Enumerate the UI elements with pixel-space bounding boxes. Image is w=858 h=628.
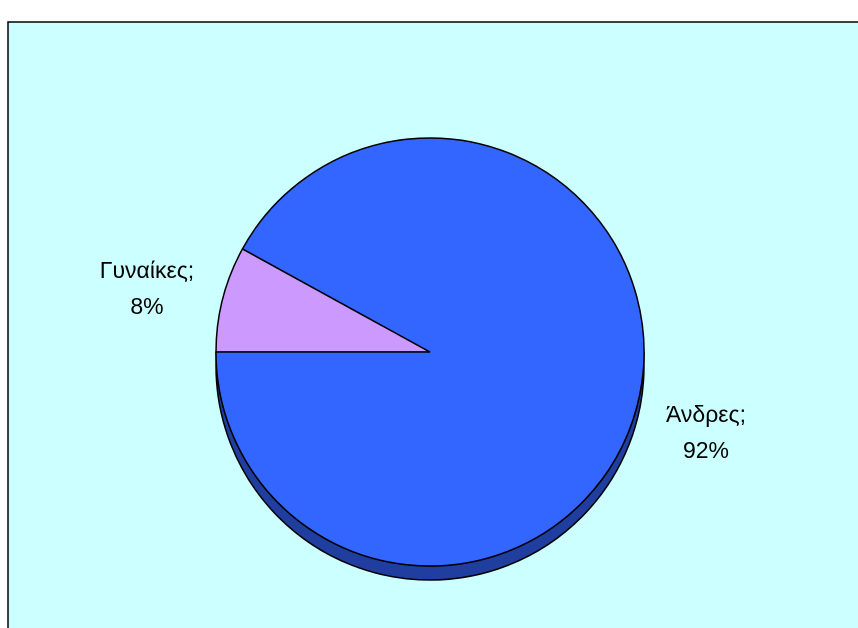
pie-slice-gynaikes (215, 247, 431, 353)
data-label-andres-value: 92% (683, 437, 729, 463)
data-label-andres-name: Άνδρες; (666, 401, 746, 427)
pie-slice-andres (215, 137, 645, 567)
data-label-gynaikes-name: Γυναίκες; (100, 257, 194, 283)
data-label-gynaikes-value: 8% (130, 293, 163, 319)
